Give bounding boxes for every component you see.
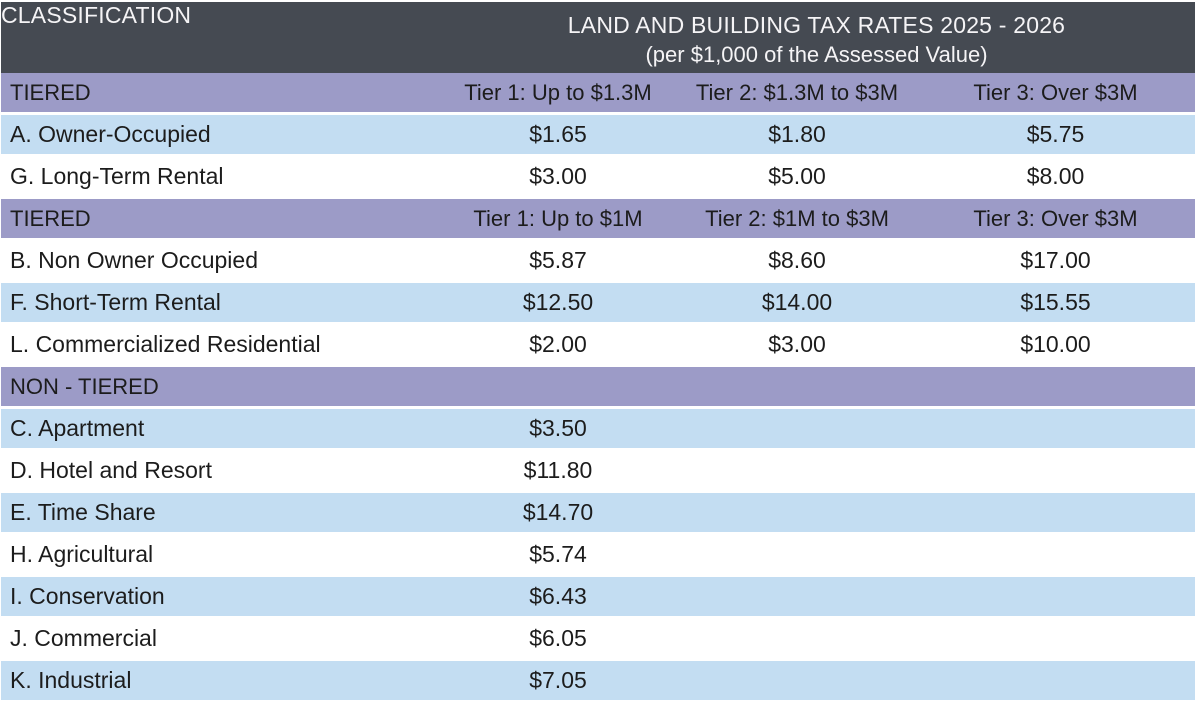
table-subtitle: (per $1,000 of the Assessed Value) <box>645 42 988 67</box>
title-header-row: CLASSIFICATION LAND AND BUILDING TAX RAT… <box>1 2 1195 73</box>
tier-header-cell: Tier 2: $1.3M to $3M <box>678 73 916 115</box>
rate-cell: $6.05 <box>438 617 678 661</box>
rate-cell: $1.80 <box>678 113 916 157</box>
tier-header-cell: Tier 1: Up to $1.3M <box>438 73 678 115</box>
rate-cell: $14.70 <box>438 491 678 535</box>
tier-header-cell: Tier 2: $1M to $3M <box>678 197 916 241</box>
table-title: LAND AND BUILDING TAX RATES 2025 - 2026 <box>567 12 1066 38</box>
table-row: D. Hotel and Resort $11.80 <box>1 449 1195 493</box>
section-label: TIERED <box>1 197 438 241</box>
rate-cell: $6.43 <box>438 575 678 619</box>
table-row: A. Owner-Occupied $1.65 $1.80 $5.75 <box>1 113 1195 157</box>
table-row: I. Conservation $6.43 <box>1 575 1195 619</box>
rate-cell: $15.55 <box>916 281 1195 325</box>
rate-cell: $5.74 <box>438 533 678 577</box>
table-row: G. Long-Term Rental $3.00 $5.00 $8.00 <box>1 155 1195 199</box>
rate-cell <box>916 575 1195 619</box>
table-row: H. Agricultural $5.74 <box>1 533 1195 577</box>
rate-cell <box>916 533 1195 577</box>
table-row: C. Apartment $3.50 <box>1 407 1195 451</box>
table-row: B. Non Owner Occupied $5.87 $8.60 $17.00 <box>1 239 1195 283</box>
row-label: A. Owner-Occupied <box>1 113 438 157</box>
section-header-row: TIERED Tier 1: Up to $1.3M Tier 2: $1.3M t… <box>1 73 1195 115</box>
rate-cell: $3.50 <box>438 407 678 451</box>
row-label: E. Time Share <box>1 491 438 535</box>
rate-cell <box>678 407 916 451</box>
tier-header-cell: Tier 3: Over $3M <box>916 197 1195 241</box>
rate-cell: $3.00 <box>678 323 916 367</box>
table-row: E. Time Share $14.70 <box>1 491 1195 535</box>
rate-cell: $5.75 <box>916 113 1195 157</box>
rate-cell: $5.87 <box>438 239 678 283</box>
table-row: F. Short-Term Rental $12.50 $14.00 $15.55 <box>1 281 1195 325</box>
row-label: I. Conservation <box>1 575 438 619</box>
section-label: NON - TIERED <box>1 365 1195 409</box>
rate-cell: $7.05 <box>438 659 678 700</box>
rate-cell <box>678 659 916 700</box>
rate-cell <box>916 659 1195 700</box>
rate-cell: $14.00 <box>678 281 916 325</box>
table-row: K. Industrial $7.05 <box>1 659 1195 700</box>
section-header-row: NON - TIERED <box>1 365 1195 409</box>
tier-header-cell: Tier 3: Over $3M <box>916 73 1195 115</box>
section-label: TIERED <box>1 73 438 115</box>
row-label: B. Non Owner Occupied <box>1 239 438 283</box>
title-header-cell: LAND AND BUILDING TAX RATES 2025 - 2026 … <box>438 2 1195 73</box>
rate-cell: $8.60 <box>678 239 916 283</box>
classification-header: CLASSIFICATION <box>1 2 438 73</box>
table-row: J. Commercial $6.05 <box>1 617 1195 661</box>
rate-cell: $10.00 <box>916 323 1195 367</box>
table-body: TIERED Tier 1: Up to $1.3M Tier 2: $1.3M t… <box>1 73 1195 700</box>
rate-cell: $12.50 <box>438 281 678 325</box>
rate-cell: $11.80 <box>438 449 678 493</box>
rate-cell <box>916 491 1195 535</box>
rate-cell: $2.00 <box>438 323 678 367</box>
rate-cell: $17.00 <box>916 239 1195 283</box>
tier-header-cell: Tier 1: Up to $1M <box>438 197 678 241</box>
row-label: D. Hotel and Resort <box>1 449 438 493</box>
row-label: G. Long-Term Rental <box>1 155 438 199</box>
rate-cell <box>678 533 916 577</box>
rate-cell <box>916 449 1195 493</box>
row-label: L. Commercialized Residential <box>1 323 438 367</box>
rate-cell <box>916 407 1195 451</box>
rate-cell <box>678 617 916 661</box>
rate-cell <box>916 617 1195 661</box>
rate-cell: $3.00 <box>438 155 678 199</box>
section-header-row: TIERED Tier 1: Up to $1M Tier 2: $1M to $3… <box>1 197 1195 241</box>
rate-cell <box>678 575 916 619</box>
rate-cell: $1.65 <box>438 113 678 157</box>
row-label: H. Agricultural <box>1 533 438 577</box>
row-label: K. Industrial <box>1 659 438 700</box>
rate-cell <box>678 449 916 493</box>
row-label: F. Short-Term Rental <box>1 281 438 325</box>
rate-cell: $5.00 <box>678 155 916 199</box>
row-label: C. Apartment <box>1 407 438 451</box>
rate-cell: $8.00 <box>916 155 1195 199</box>
rate-cell <box>678 491 916 535</box>
table-row: L. Commercialized Residential $2.00 $3.00 $… <box>1 323 1195 367</box>
row-label: J. Commercial <box>1 617 438 661</box>
